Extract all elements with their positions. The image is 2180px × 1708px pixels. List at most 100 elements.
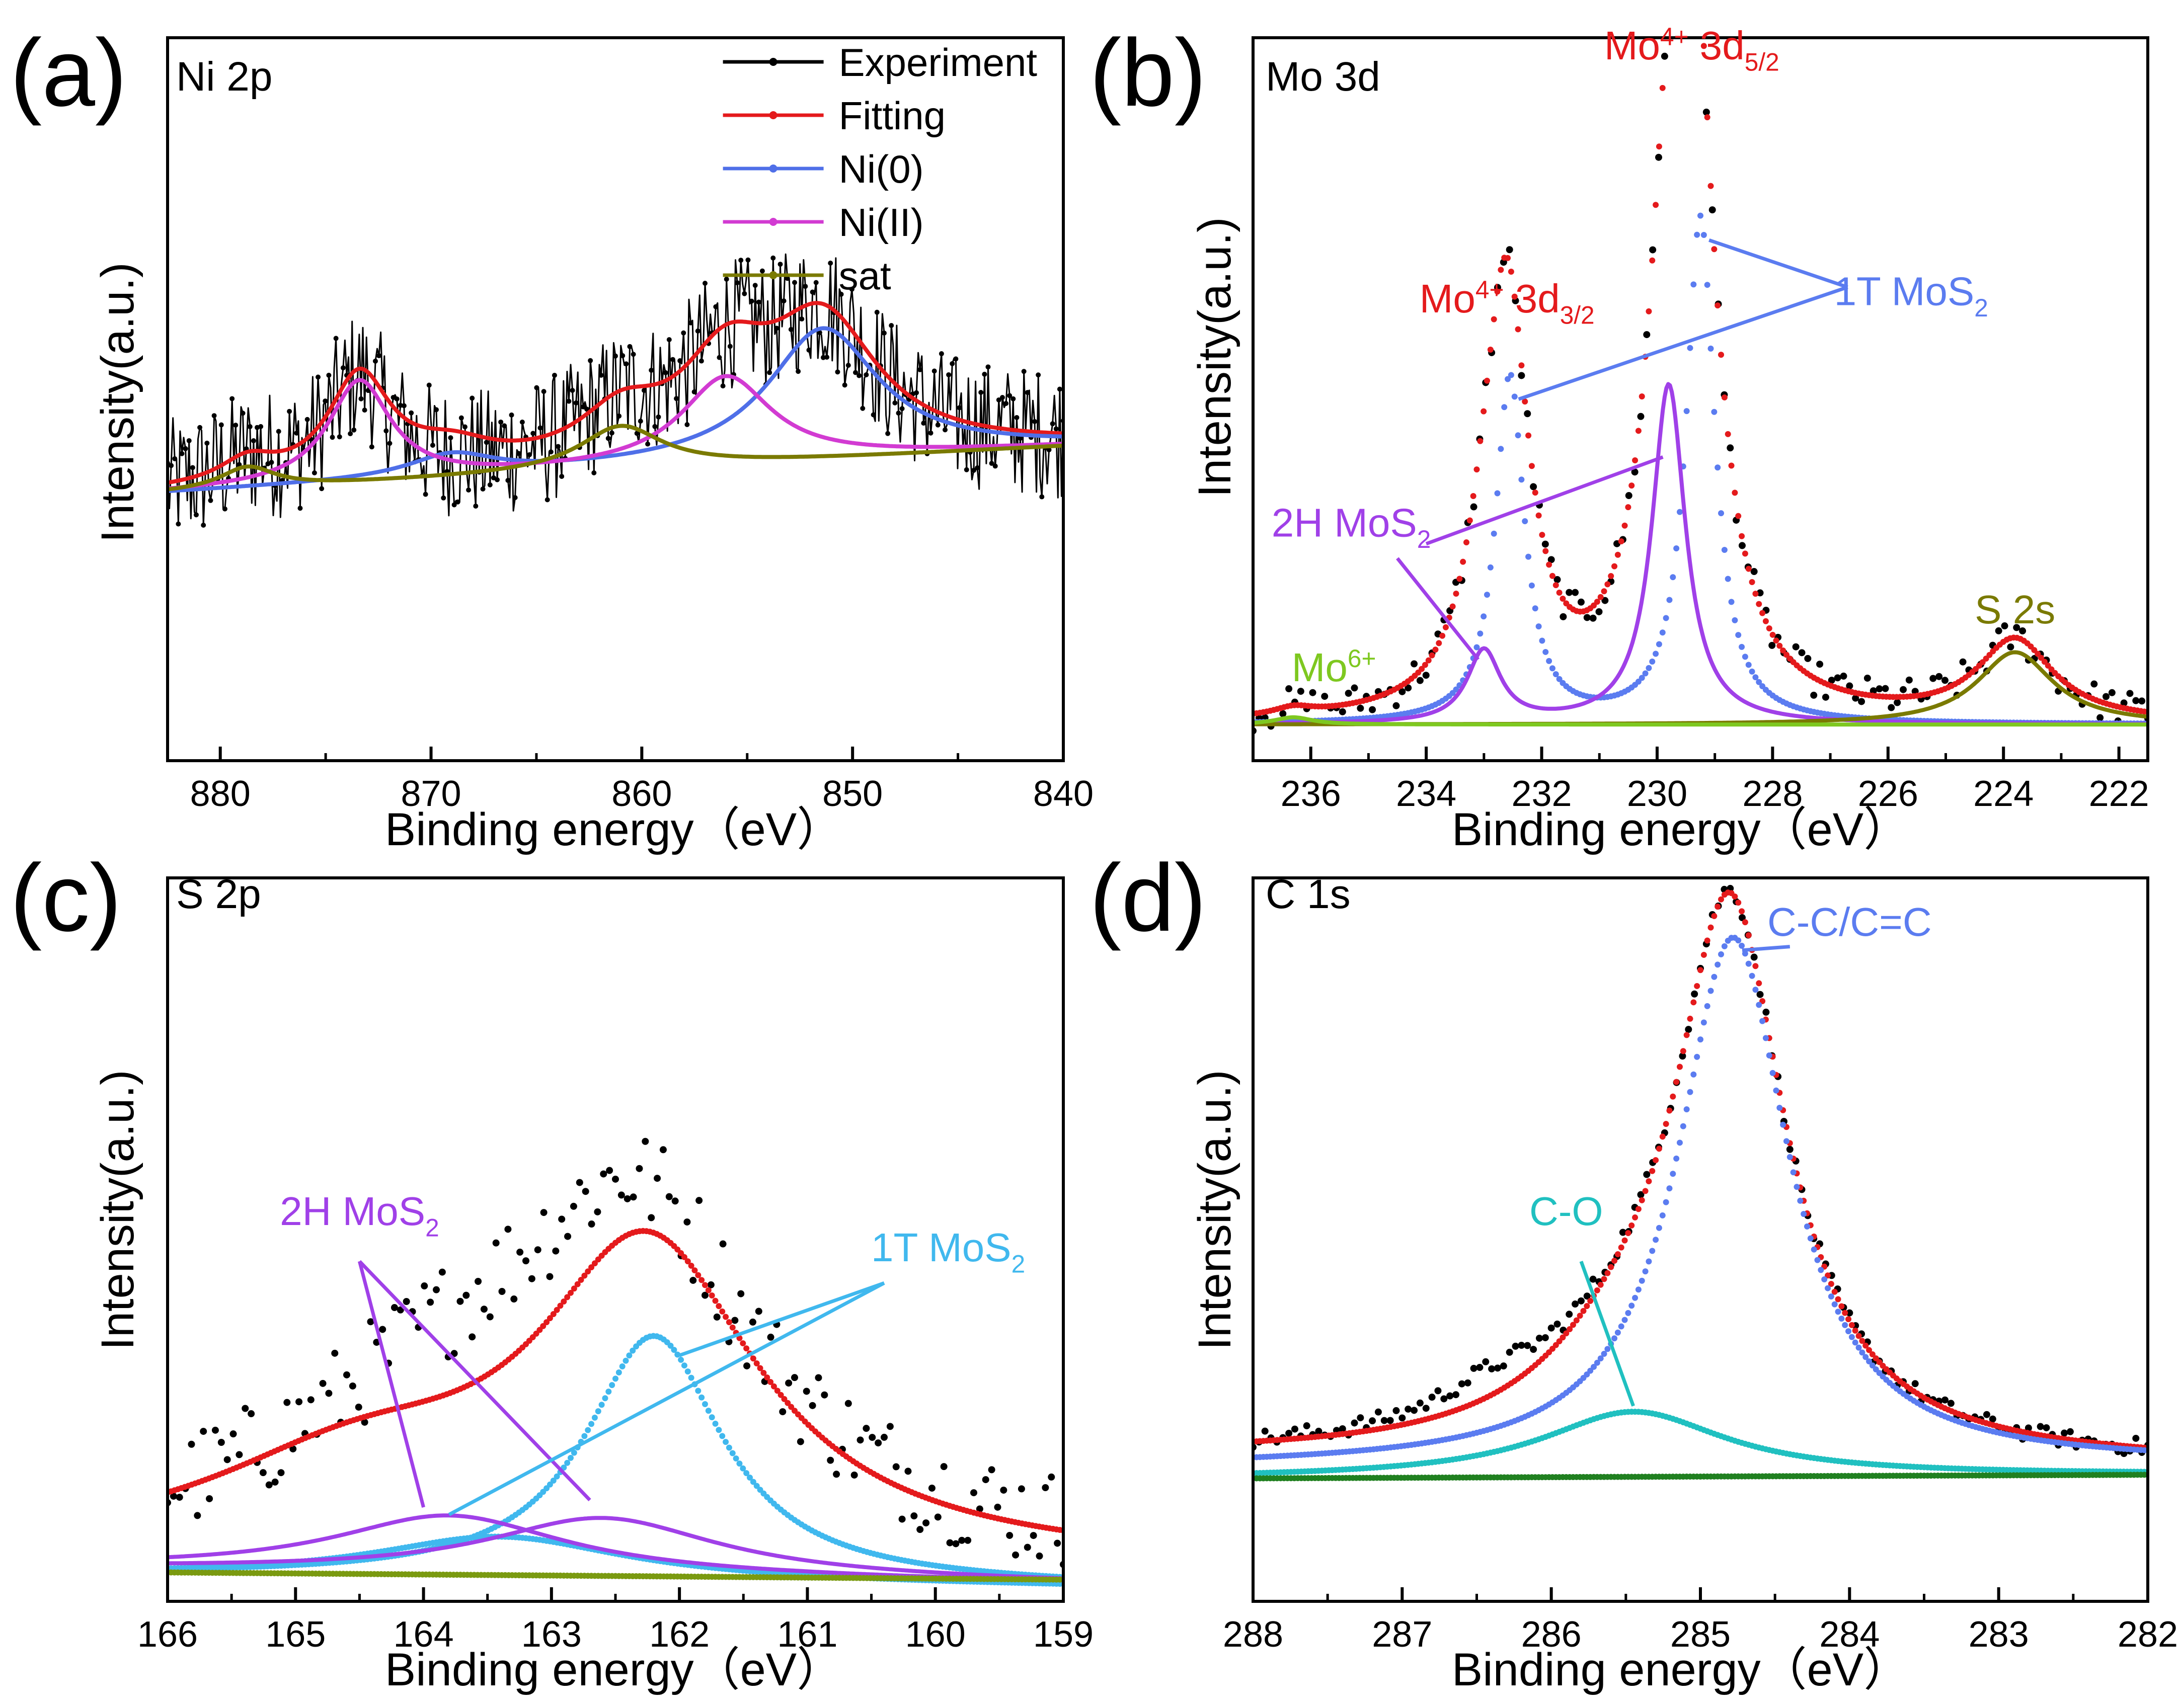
- series-fitting-point: [571, 1285, 577, 1292]
- series-1t-mos2-a-point: [674, 1351, 681, 1358]
- series-experiment-point: [1995, 627, 2002, 634]
- series-experiment-point: [556, 444, 561, 449]
- series-c-c-c-c-point: [1804, 1223, 1810, 1230]
- series-fitting-point: [1442, 624, 1449, 630]
- series-fitting-point: [1769, 631, 1776, 638]
- series-c-c-c-c-point: [1666, 1185, 1673, 1192]
- series-experiment-point: [624, 1195, 631, 1202]
- series-c-c-c-c-point: [1842, 1322, 1848, 1328]
- series-fitting-point: [1632, 457, 1639, 463]
- series-fitting-point: [1862, 1342, 1869, 1349]
- series-experiment-point: [833, 1471, 840, 1478]
- series-experiment-point: [1643, 331, 1651, 339]
- series-experiment-point: [1738, 542, 1746, 549]
- series-experiment-point: [742, 291, 747, 296]
- series-fitting-point: [1556, 590, 1563, 596]
- series-experiment-point: [201, 522, 206, 528]
- series-experiment-point: [1989, 1415, 1996, 1423]
- series-experiment-point: [946, 372, 952, 377]
- series-1t-mos2-point: [1704, 282, 1710, 288]
- series-experiment-point: [982, 1476, 989, 1484]
- series-experiment-point: [348, 431, 353, 437]
- series-experiment-point: [183, 446, 188, 451]
- series-1t-mos2-a-point: [702, 1401, 708, 1407]
- series-c-c-c-c-point: [1749, 972, 1755, 979]
- series-experiment-point: [379, 1326, 386, 1333]
- series-fitting-point: [585, 1268, 591, 1275]
- series-fitting-point: [588, 1264, 595, 1271]
- panel-c-xlabel: Binding energy（eV）: [385, 1644, 843, 1695]
- series-experiment-point: [857, 373, 862, 378]
- leader-line-1t: [1708, 238, 1848, 289]
- series-fitting-point: [1656, 1146, 1662, 1152]
- series-fitting-point: [1842, 1310, 1848, 1316]
- series-experiment-point: [666, 337, 672, 343]
- series-c-c-c-c-point: [1715, 961, 1721, 968]
- x-tick-label: 159: [1033, 1614, 1094, 1655]
- series-experiment-point: [1024, 1543, 1031, 1551]
- series-fitting-point: [1597, 1281, 1604, 1288]
- series-fitting-point: [681, 1254, 687, 1260]
- series-fitting-point: [1825, 1272, 1831, 1279]
- series-experiment-point: [1553, 576, 1561, 584]
- series-1t-mos2-point: [1676, 509, 1683, 515]
- series-fitting-point: [1580, 1308, 1587, 1314]
- series-experiment-point: [970, 1489, 977, 1497]
- series-experiment-point: [397, 1306, 404, 1314]
- series-fitting-point: [1604, 1270, 1611, 1276]
- series-fitting-point: [2038, 655, 2045, 661]
- series-c-c-c-c-point: [1697, 1036, 1703, 1043]
- series-fitting-point: [1704, 114, 1710, 121]
- series-experiment-point: [519, 419, 525, 425]
- series-1t-mos2-a-point: [667, 1342, 674, 1349]
- series-experiment-point: [975, 465, 980, 470]
- series-experiment-point: [806, 347, 812, 353]
- series-experiment-point: [994, 1503, 1001, 1511]
- series-experiment-point: [860, 405, 866, 411]
- series-1t-mos2-point: [1549, 665, 1555, 672]
- series-experiment-point: [1506, 1348, 1513, 1356]
- series-1t-mos2-point: [1673, 545, 1680, 552]
- series-c-c-c-c-point: [1780, 1121, 1786, 1128]
- series-fitting-point: [1711, 246, 1718, 253]
- series-experiment-point: [451, 502, 457, 508]
- series-experiment-point: [558, 1215, 566, 1223]
- series-experiment-point: [616, 414, 622, 419]
- series-fitting-point: [684, 1258, 691, 1265]
- panel-d-xlabel: Binding energy（eV）: [1452, 1644, 1910, 1695]
- series-fitting-point: [1869, 1351, 1876, 1357]
- x-tick-label: 234: [1396, 774, 1456, 814]
- series-experiment-point: [684, 422, 690, 428]
- series-experiment-point: [688, 320, 693, 326]
- series-fitting-point: [1628, 482, 1635, 489]
- x-tick-label: 224: [1973, 774, 2034, 814]
- panel-b-title: Mo 3d: [1266, 54, 1380, 100]
- series-experiment-point: [1941, 677, 1949, 684]
- series-fitting-point: [1611, 1258, 1618, 1264]
- series-experiment-point: [992, 463, 998, 469]
- series-fitting-point: [581, 1272, 588, 1279]
- series-fitting-point: [1639, 1197, 1645, 1203]
- series-experiment-point: [1357, 1414, 1364, 1422]
- series-experiment-point: [892, 400, 898, 405]
- series-experiment-point: [486, 1313, 494, 1321]
- series-experiment-point: [671, 1197, 679, 1205]
- series-fitting-point: [1515, 326, 1521, 333]
- series-experiment-point: [681, 330, 686, 336]
- series-fitting-point: [729, 1324, 736, 1331]
- series-experiment-point: [591, 470, 597, 475]
- series-1t-mos2-point: [1745, 662, 1752, 668]
- series-experiment-point: [367, 1318, 374, 1326]
- series-1t-mos2-a-point: [681, 1362, 687, 1369]
- series-c-c-c-c-point: [1700, 1019, 1707, 1026]
- x-tick-label: 160: [905, 1614, 966, 1655]
- series-fitting-point: [1739, 533, 1745, 539]
- series-c-c-c-c-point: [1594, 1359, 1600, 1366]
- series-fitting-point: [540, 1323, 547, 1329]
- series-experiment-point: [1021, 369, 1027, 374]
- series-fitting-point: [1511, 293, 1518, 300]
- series-fitting-point: [743, 1345, 750, 1352]
- series-experiment-point: [1708, 206, 1716, 214]
- series-experiment-point: [251, 438, 256, 444]
- series-fitting-point: [1449, 603, 1456, 610]
